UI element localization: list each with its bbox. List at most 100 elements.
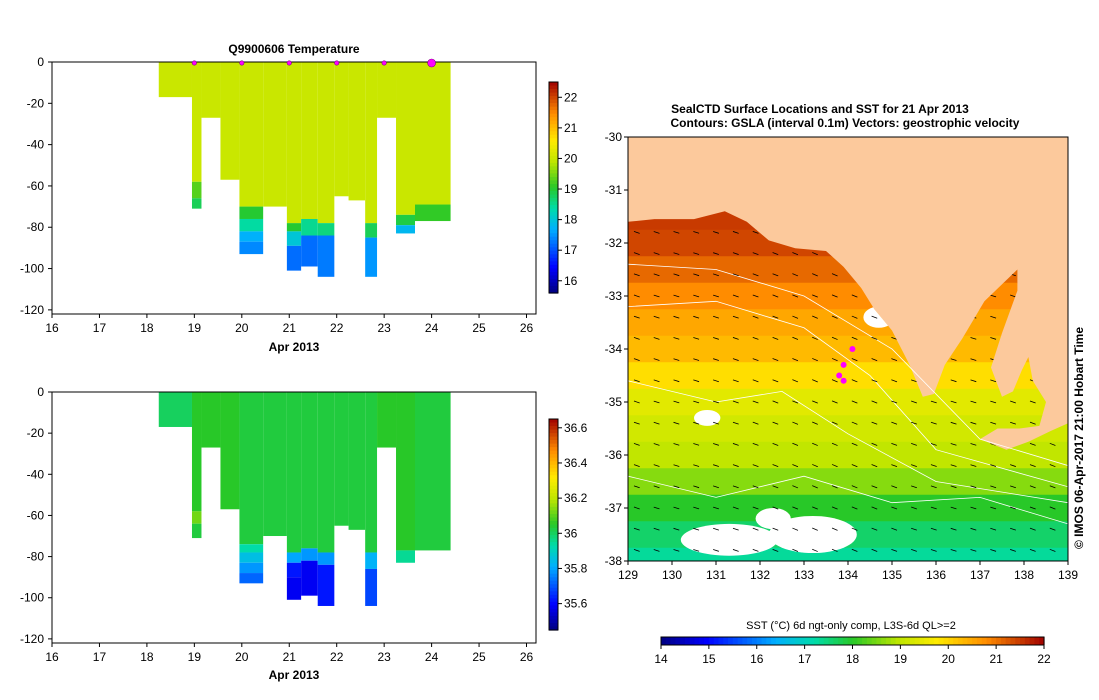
- profile-cell: [317, 564, 335, 606]
- velocity-vector: [772, 294, 779, 298]
- velocity-vector: [732, 358, 739, 361]
- profile-cell: [263, 392, 287, 537]
- velocity-vector: [653, 231, 660, 234]
- sst-colorbar-swatch: [680, 637, 686, 645]
- velocity-vector: [673, 506, 680, 510]
- colorbar-swatch: [549, 608, 558, 614]
- gsla-contour: [628, 380, 1068, 504]
- x-tick-label: 26: [520, 321, 534, 335]
- velocity-vector: [812, 485, 818, 489]
- cloud-gap: [694, 409, 721, 426]
- sst-colorbar-swatch: [924, 637, 930, 645]
- sst-colorbar-swatch: [809, 637, 815, 645]
- seal-locations: [836, 346, 856, 384]
- colorbar-swatch: [549, 99, 558, 104]
- colorbar-swatch: [549, 219, 558, 224]
- sst-colorbar-swatch: [747, 637, 753, 645]
- sst-colorbar-swatch: [1029, 637, 1036, 645]
- velocity-vector: [633, 485, 640, 489]
- velocity-vector: [930, 443, 937, 446]
- velocity-vector: [930, 506, 937, 510]
- map-title: SealCTD Surface Locations and SST for 21…: [671, 102, 969, 116]
- lon-tick-label: 138: [1014, 568, 1034, 582]
- sst-colorbar-swatch: [775, 637, 782, 645]
- sst-colorbar-swatch: [785, 637, 791, 645]
- velocity-vector: [990, 527, 997, 531]
- velocity-vector: [1010, 527, 1016, 531]
- velocity-vector: [732, 443, 739, 446]
- velocity-vector: [653, 315, 660, 319]
- sst-colorbar-swatch: [751, 637, 758, 645]
- x-tick-label: 25: [472, 321, 486, 335]
- velocity-vector: [713, 231, 719, 234]
- velocity-vector: [990, 337, 997, 340]
- velocity-vector: [851, 548, 858, 552]
- colorbar-swatch: [549, 226, 558, 231]
- y-tick-label: -20: [27, 426, 45, 440]
- velocity-vector: [693, 252, 700, 255]
- velocity-vector: [831, 273, 838, 277]
- velocity-vector: [871, 464, 878, 468]
- velocity-vector: [673, 231, 680, 234]
- colorbar-swatch: [549, 520, 558, 526]
- velocity-vector: [752, 294, 759, 298]
- x-tick-label: 18: [140, 650, 154, 664]
- velocity-vector: [831, 379, 838, 383]
- velocity-vector: [713, 252, 719, 255]
- velocity-vector: [990, 549, 997, 552]
- velocity-vector: [653, 294, 660, 298]
- sst-colorbar-swatch: [684, 637, 691, 645]
- imos-credit-label: © IMOS 06-Apr-2017 21:00 Hobart Time: [1072, 327, 1086, 549]
- cloud-gap: [768, 515, 857, 554]
- gsla-contour: [628, 475, 1068, 525]
- velocity-vector: [713, 421, 719, 425]
- velocity-vector: [970, 443, 977, 446]
- velocity-vector: [693, 337, 700, 340]
- velocity-vector: [990, 506, 997, 510]
- colorbar-swatch: [549, 194, 558, 199]
- colorbar-swatch: [549, 271, 558, 277]
- velocity-vector: [772, 506, 779, 510]
- profile-cell: [365, 237, 378, 277]
- profile-cell: [317, 62, 335, 224]
- profile-cell: [365, 552, 378, 569]
- velocity-vector: [752, 231, 759, 234]
- velocity-vector: [673, 421, 680, 425]
- colorbar-tick-label: 36: [564, 526, 578, 540]
- sst-colorbar-swatch: [862, 637, 868, 645]
- lon-tick-label: 131: [706, 568, 726, 582]
- colorbar-swatch: [549, 176, 558, 182]
- velocity-vector: [752, 421, 759, 425]
- velocity-vector: [950, 379, 957, 383]
- colorbar-swatch: [549, 278, 558, 284]
- x-tick-label: 22: [330, 650, 344, 664]
- sst-colorbar-tick-label: 19: [894, 652, 908, 666]
- velocity-vector: [633, 464, 640, 467]
- salinity-x-label: Apr 2013: [269, 668, 320, 682]
- velocity-vector: [673, 379, 680, 383]
- sst-colorbar-swatch: [838, 637, 844, 645]
- lon-tick-label: 130: [662, 568, 682, 582]
- colorbar-swatch: [549, 124, 558, 129]
- velocity-vector: [792, 506, 799, 510]
- profile-cell: [301, 560, 318, 596]
- velocity-vector: [911, 421, 917, 425]
- sst-colorbar-swatch: [780, 637, 787, 645]
- velocity-vector: [812, 379, 818, 383]
- velocity-vector: [693, 527, 700, 531]
- profile-cell: [396, 214, 415, 226]
- velocity-vector: [831, 294, 838, 298]
- colorbar-swatch: [549, 577, 558, 582]
- velocity-vector: [772, 315, 779, 319]
- velocity-vector: [752, 252, 759, 255]
- velocity-vector: [792, 527, 799, 531]
- velocity-vector: [653, 379, 660, 383]
- velocity-vector: [772, 548, 779, 552]
- colorbar-swatch: [549, 591, 558, 596]
- velocity-vector: [653, 443, 660, 446]
- sst-colorbar-tick-label: 22: [1037, 652, 1051, 666]
- salinity-colorbar: 35.6 35.8 36 36.2 36.4 36.6: [548, 418, 588, 631]
- sst-colorbar-swatch: [957, 637, 964, 645]
- velocity-vector: [1029, 548, 1036, 552]
